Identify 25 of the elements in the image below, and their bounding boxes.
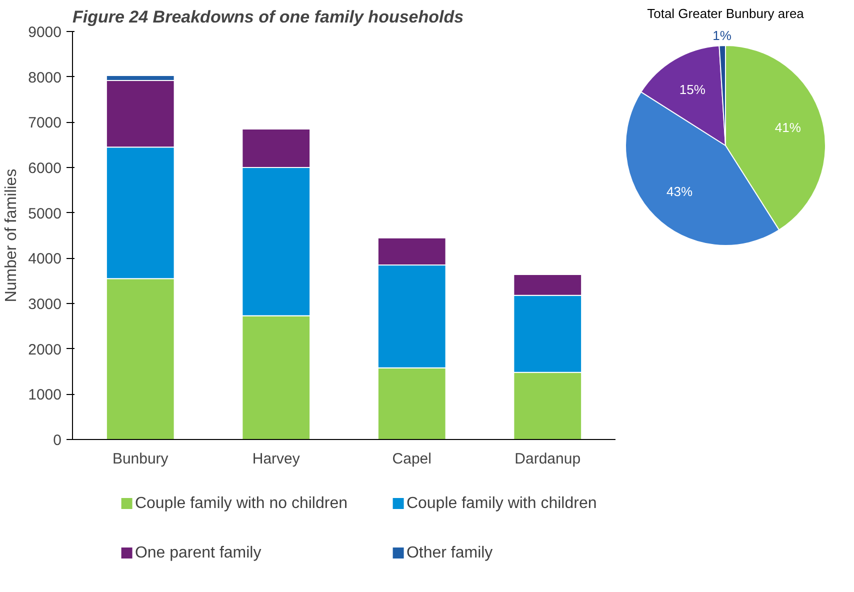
data-label: 1% <box>712 28 732 44</box>
chart-title: Total Greater Bunbury area <box>647 6 805 21</box>
y-axis-title: Number of families <box>3 168 20 302</box>
chart-title: Figure 24 Breakdowns of one family households <box>72 8 464 26</box>
y-tick-label: 0 <box>53 432 62 449</box>
y-tick-label: 9000 <box>28 24 62 41</box>
y-tick-label: 7000 <box>28 114 62 132</box>
y-tick-label: 3000 <box>28 296 62 313</box>
y-tick-label: 4000 <box>28 250 62 268</box>
y-tick-label: 8000 <box>28 69 62 86</box>
x-tick-label: Harvey <box>252 450 300 468</box>
data-label: 41% <box>774 120 802 135</box>
y-tick-label: 1000 <box>28 386 62 404</box>
x-tick-label: Capel <box>392 450 432 468</box>
legend-label: One parent family <box>134 544 262 562</box>
x-tick-label: Bunbury <box>112 450 169 468</box>
data-label: 43% <box>666 184 693 199</box>
legend-label: Couple family with no children <box>134 495 348 512</box>
x-tick-label: Dardanup <box>514 450 581 468</box>
legend-label: Couple family with children <box>406 495 597 512</box>
y-tick-label: 5000 <box>28 205 62 222</box>
data-label: 15% <box>679 82 706 98</box>
y-tick-label: 6000 <box>28 160 62 177</box>
legend-label: Other family <box>406 544 493 562</box>
y-tick-label: 2000 <box>28 341 62 358</box>
